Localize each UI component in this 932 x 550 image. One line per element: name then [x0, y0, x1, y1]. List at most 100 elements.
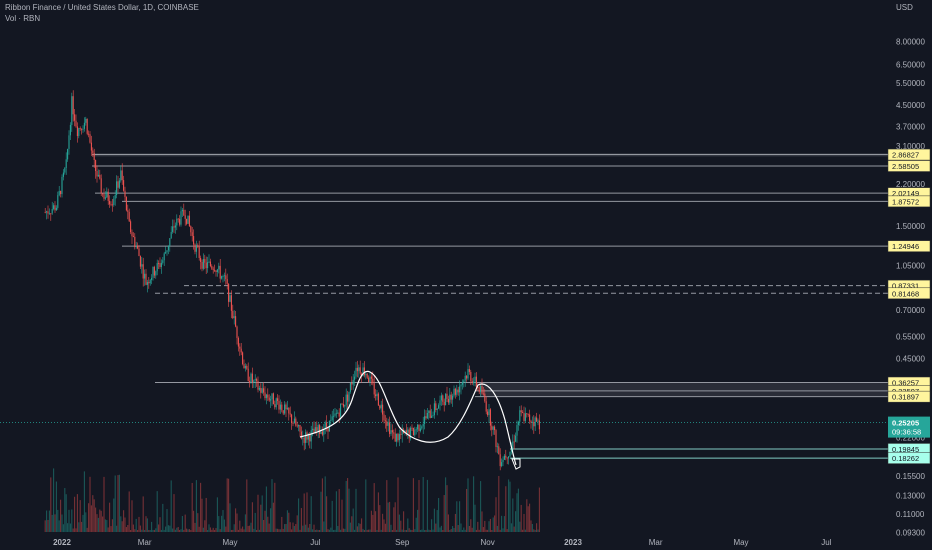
volume-bar	[309, 523, 311, 532]
candle-body	[484, 393, 486, 402]
candle-body	[110, 204, 112, 206]
volume-bar	[519, 521, 521, 532]
volume-bar	[90, 505, 92, 532]
volume-bar	[501, 515, 503, 532]
candle-body	[344, 404, 346, 407]
candle-body	[316, 427, 318, 431]
volume-bar	[145, 516, 147, 532]
volume-bar	[92, 495, 94, 532]
volume-bar	[251, 502, 253, 532]
volume-bar	[163, 529, 165, 532]
candle-body	[354, 376, 356, 380]
volume-bar	[538, 487, 540, 532]
volume-bar	[526, 499, 528, 532]
volume-bar	[491, 529, 493, 532]
candle-body	[268, 397, 270, 401]
volume-bar	[323, 521, 325, 532]
volume-bar	[195, 480, 197, 532]
candle-body	[435, 403, 437, 410]
candle-body	[69, 124, 71, 136]
x-tick-label: Sep	[395, 538, 410, 547]
candle-body	[116, 181, 118, 196]
volume-bar	[250, 522, 252, 532]
volume-bar	[337, 525, 339, 532]
volume-bar	[103, 476, 105, 532]
volume-bar	[83, 471, 85, 532]
volume-bar	[272, 502, 274, 532]
candle-body	[219, 265, 221, 279]
volume-bar	[165, 526, 167, 532]
volume-bar	[279, 529, 281, 532]
candle-body	[412, 427, 414, 436]
candle-body	[421, 426, 423, 429]
volume-bar	[314, 530, 316, 532]
candle-body	[132, 236, 134, 237]
candle-body	[389, 422, 391, 434]
candle-body	[289, 413, 291, 415]
candle-body	[356, 367, 358, 372]
volume-bar	[274, 482, 276, 532]
volume-bar	[93, 499, 95, 532]
volume-bar	[55, 481, 57, 532]
candle-body	[397, 433, 399, 441]
volume-bar	[181, 516, 183, 532]
candle-body	[246, 365, 248, 369]
volume-bar	[155, 528, 157, 532]
candle-body	[46, 211, 48, 213]
candle-body	[457, 389, 459, 393]
volume-bar	[398, 514, 400, 532]
volume-bar	[288, 512, 290, 532]
x-tick-label: May	[733, 538, 748, 547]
volume-bar	[397, 477, 399, 532]
candle-body	[303, 437, 305, 443]
candle-body	[113, 198, 115, 205]
volume-bar	[176, 527, 178, 532]
volume-bar	[412, 478, 414, 532]
volume-bar	[345, 480, 347, 532]
candle-body	[517, 421, 519, 426]
candle-body	[123, 180, 125, 191]
volume-bar	[524, 529, 526, 532]
candle-body	[390, 430, 392, 434]
volume-bar	[389, 501, 391, 532]
volume-bar	[67, 523, 69, 532]
volume-bar	[373, 483, 375, 532]
volume-bar	[141, 529, 143, 532]
volume-bar	[191, 482, 193, 532]
volume-bar	[235, 508, 237, 532]
candle-body	[418, 424, 420, 431]
volume-bar	[375, 511, 377, 532]
volume-bar	[405, 529, 407, 532]
volume-bar	[459, 501, 461, 532]
candle-body	[78, 128, 80, 137]
volume-bar	[379, 505, 381, 532]
volume-bar	[128, 491, 130, 532]
level-price-label-bg	[887, 195, 931, 208]
candle-body	[405, 430, 407, 433]
candle-body	[186, 218, 188, 224]
volume-bar	[380, 529, 382, 532]
volume-bar	[328, 529, 330, 532]
volume-bar	[431, 519, 433, 532]
volume-bar	[473, 476, 475, 532]
volume-bar	[466, 488, 468, 532]
volume-bar	[358, 523, 360, 532]
volume-bar	[489, 518, 491, 532]
candle-body	[51, 209, 53, 214]
candle-body	[454, 388, 456, 395]
candle-body	[176, 218, 178, 226]
volume-bar	[207, 529, 209, 532]
volume-bar	[146, 518, 148, 532]
candle-body	[432, 415, 434, 417]
volume-bar	[117, 475, 119, 532]
candle-body	[438, 405, 440, 409]
candle-body	[278, 400, 280, 410]
candle-body	[209, 261, 211, 267]
candle-body	[366, 373, 368, 378]
volume-bar	[263, 520, 265, 532]
volume-indicator-label[interactable]: Vol · RBN	[5, 14, 41, 23]
volume-bar	[338, 489, 340, 532]
candle-body	[377, 393, 379, 406]
volume-bar	[415, 517, 417, 532]
